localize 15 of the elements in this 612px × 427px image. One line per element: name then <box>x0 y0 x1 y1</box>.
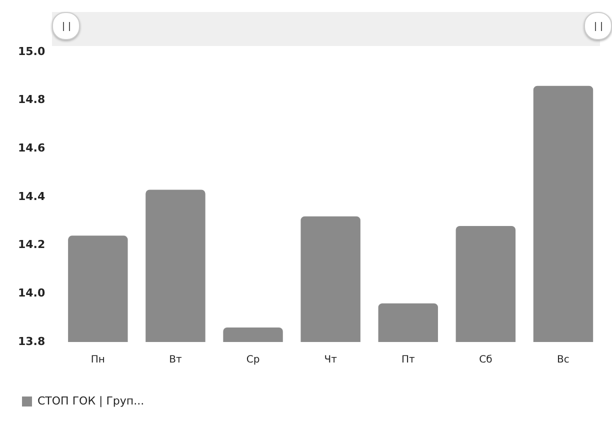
x-tick-label: Вс <box>557 354 570 366</box>
x-tick-label: Пн <box>90 354 105 366</box>
x-tick-label: Сб <box>479 354 492 366</box>
y-tick-label: 13.8 <box>18 334 46 348</box>
x-tick-label: Пт <box>401 354 415 366</box>
x-tick-label: Чт <box>324 354 338 366</box>
y-tick-label: 14.6 <box>18 142 46 155</box>
y-tick-label: 14.2 <box>18 238 46 252</box>
y-tick-label: 14.8 <box>18 93 46 106</box>
y-tick-label: 14.0 <box>18 286 46 300</box>
y-tick-label: 15.0 <box>18 44 46 58</box>
y-tick-label: 14.4 <box>18 190 46 203</box>
x-tick-label: Ср <box>246 354 260 366</box>
x-tick-label: Вт <box>169 354 182 366</box>
legend-label: СТОП ГОК | Груп... <box>38 394 144 408</box>
